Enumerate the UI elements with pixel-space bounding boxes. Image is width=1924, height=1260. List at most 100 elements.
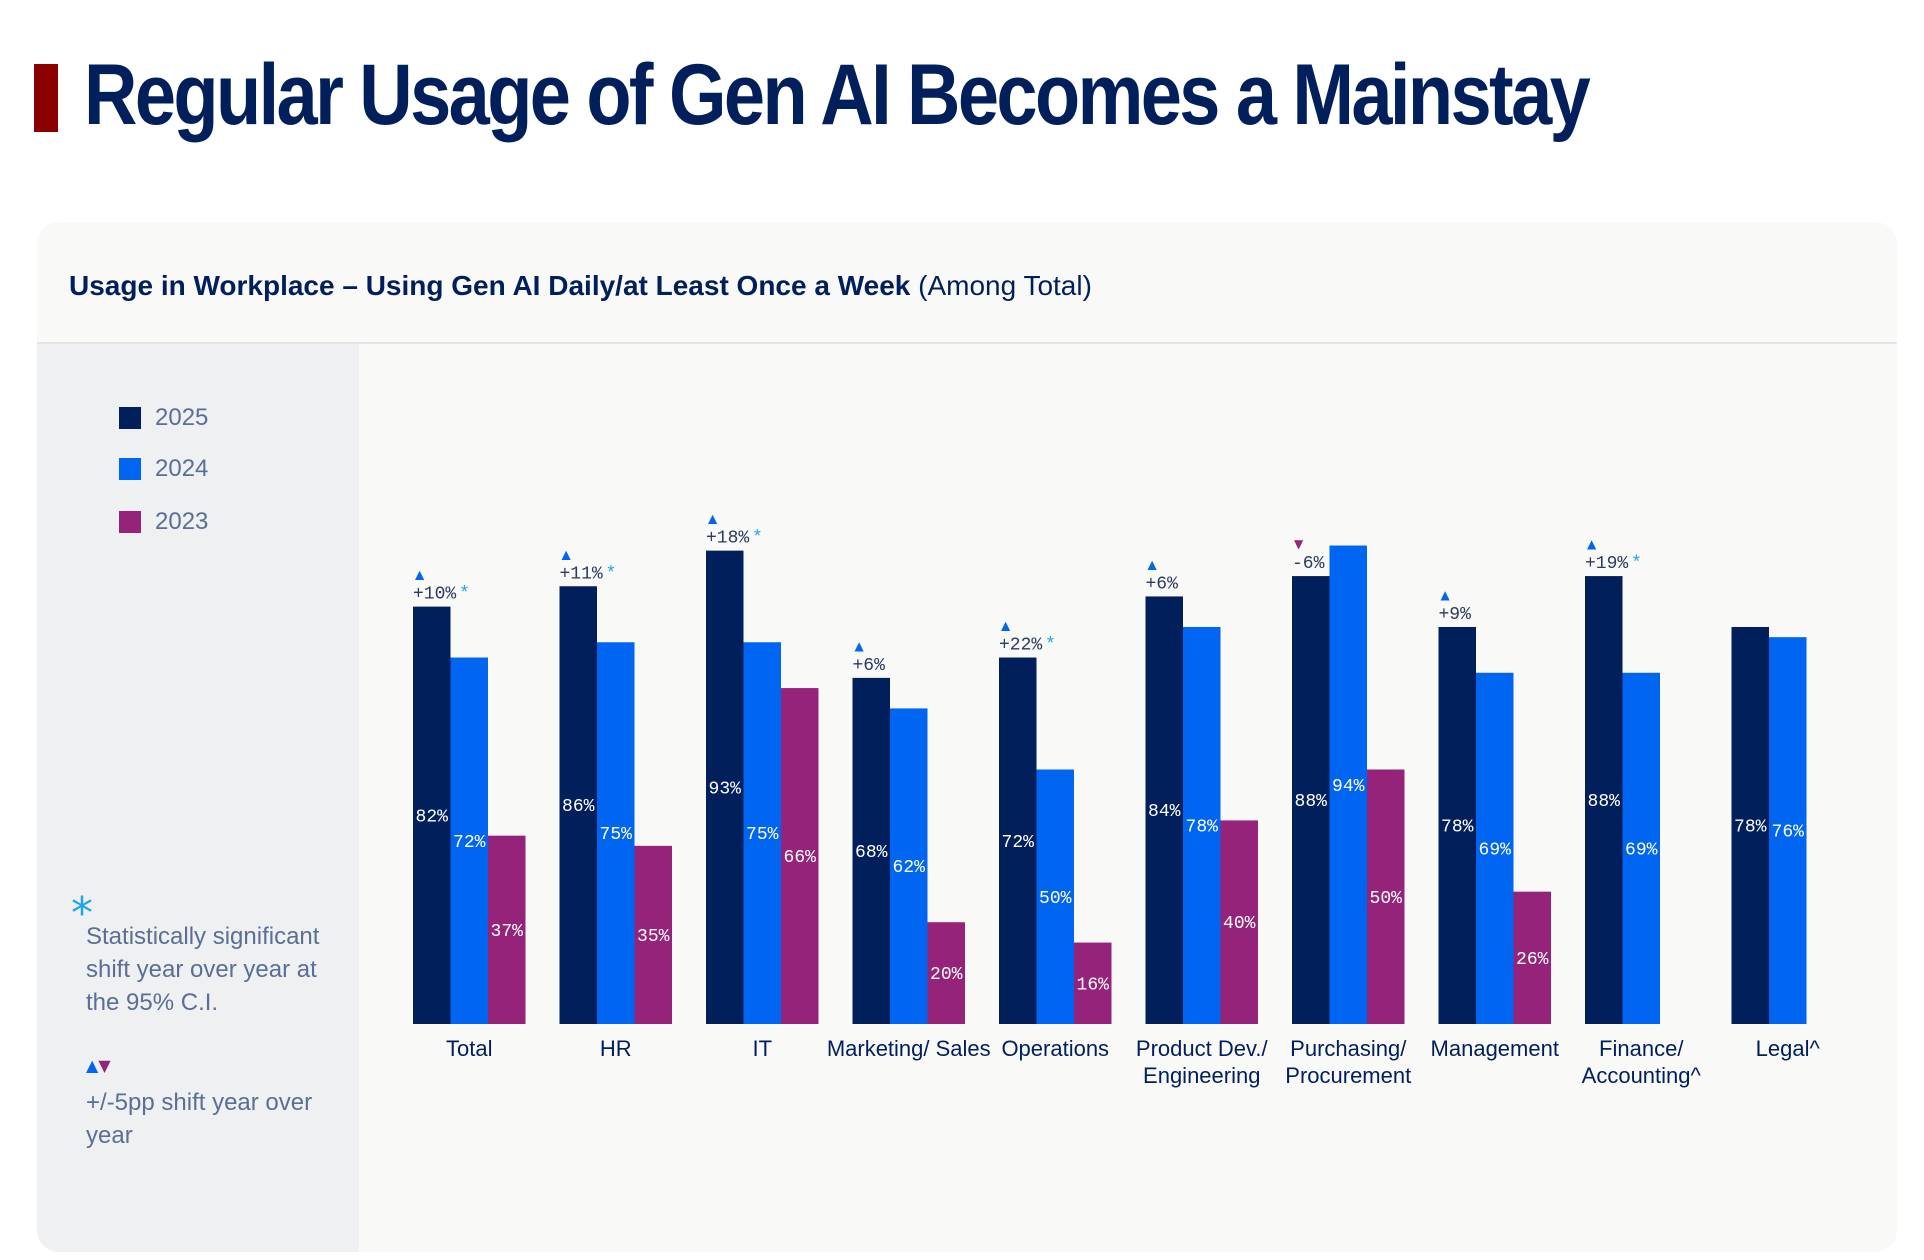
up-triangle-icon: ▲	[86, 1056, 99, 1075]
category-label: Legal^	[1756, 1036, 1821, 1061]
bar-value-label: 62%	[893, 858, 926, 878]
yoy-change-label: +19%	[1585, 554, 1628, 574]
shift-icons: ▲▼	[86, 1056, 111, 1075]
bar-value-label: 69%	[1479, 840, 1512, 860]
bar-2024	[1183, 626, 1221, 1024]
category-label: Product Dev./	[1136, 1036, 1269, 1061]
bar-value-label: 16%	[1077, 975, 1110, 995]
bar-2024	[1476, 672, 1514, 1024]
yoy-change-label: +6%	[1146, 574, 1179, 594]
bar-value-label: 37%	[491, 922, 524, 942]
bar-value-label: 84%	[1148, 802, 1181, 822]
up-triangle-icon: ▲	[708, 512, 718, 526]
legend-swatch-2023	[119, 511, 141, 533]
bar-value-label: 93%	[709, 779, 742, 799]
shift-note: +/-5pp shift year over year	[86, 1089, 313, 1149]
significance-star-icon: *	[752, 529, 763, 549]
yoy-change-label: +9%	[1439, 605, 1472, 625]
down-triangle-icon: ▼	[1294, 537, 1304, 551]
bar-value-label: 82%	[416, 807, 449, 827]
bar-value-label: 75%	[600, 825, 633, 845]
bar-2023	[634, 845, 672, 1024]
bar-2024	[890, 708, 928, 1024]
category-label: Management	[1431, 1036, 1559, 1061]
legend-swatch-2025	[119, 407, 141, 429]
category-label: Procurement	[1285, 1063, 1411, 1088]
significance-star-icon: *	[1631, 554, 1642, 574]
bar-value-label: 66%	[784, 848, 817, 868]
bar-2024	[1329, 545, 1367, 1024]
chart-title: Usage in Workplace – Using Gen AI Daily/…	[69, 270, 1092, 302]
bar-value-label: 50%	[1370, 889, 1403, 909]
bar-value-label: 69%	[1625, 840, 1658, 860]
bar-2024	[743, 642, 781, 1024]
bar-value-label: 72%	[453, 833, 486, 853]
bar-value-label: 78%	[1186, 817, 1219, 837]
chart-title-bold: Usage in Workplace – Using Gen AI Daily/…	[69, 270, 911, 301]
category-label: Finance/	[1599, 1036, 1684, 1061]
bar-2023	[1513, 891, 1551, 1024]
category-label: Purchasing/	[1290, 1036, 1407, 1061]
bar-value-label: 88%	[1295, 792, 1328, 812]
bar-2025	[413, 606, 451, 1024]
yoy-change-label: +10%	[413, 585, 456, 605]
legend-label-2025: 2025	[155, 404, 209, 431]
bar-value-label: 20%	[930, 965, 963, 985]
page-title: Regular Usage of Gen AI Becomes a Mainst…	[84, 47, 1591, 143]
legend-item-2025: 2025	[119, 404, 208, 432]
legend-item-2023: 2023	[119, 508, 208, 536]
bar-value-label: 68%	[855, 843, 888, 863]
category-label: HR	[600, 1036, 632, 1061]
legend-label-2023: 2023	[155, 508, 209, 535]
bar-2025	[559, 586, 597, 1024]
bar-2024	[597, 642, 635, 1024]
bar-2024	[1622, 672, 1660, 1024]
bar-2023	[1367, 769, 1405, 1024]
bar-2025	[852, 677, 890, 1024]
yoy-change-label: +11%	[560, 564, 603, 584]
significance-star-icon: *	[606, 564, 617, 584]
yoy-change-label: +22%	[999, 636, 1042, 656]
legend-swatch-2024	[119, 458, 141, 480]
up-triangle-icon: ▲	[1587, 537, 1597, 551]
bar-2025	[1292, 576, 1330, 1024]
category-label: IT	[752, 1036, 772, 1061]
bar-value-label: 72%	[1002, 833, 1035, 853]
title-accent-bar	[34, 64, 58, 132]
bar-value-label: 26%	[1516, 950, 1549, 970]
bar-2024	[1769, 637, 1807, 1024]
significance-star-icon: *	[1045, 636, 1056, 656]
down-triangle-icon: ▼	[98, 1056, 111, 1075]
bar-value-label: 86%	[562, 797, 595, 817]
bar-2025	[1145, 596, 1183, 1024]
category-label: Total	[446, 1036, 492, 1061]
bar-2025	[1731, 626, 1769, 1024]
up-triangle-icon: ▲	[1148, 557, 1158, 571]
significance-note: Statistically significant shift year ove…	[86, 923, 320, 1016]
category-label: Engineering	[1143, 1063, 1260, 1088]
bar-2025	[1438, 626, 1476, 1024]
chart-card: Usage in Workplace – Using Gen AI Daily/…	[37, 222, 1897, 1252]
bar-value-label: 88%	[1588, 792, 1621, 812]
bar-2023	[927, 922, 965, 1024]
bar-value-label: 75%	[746, 825, 779, 845]
up-triangle-icon: ▲	[415, 568, 425, 582]
yoy-change-label: +18%	[706, 529, 749, 549]
bar-2025	[1585, 576, 1623, 1024]
legend-panel: 2025 2024 2023 * Statistically significa…	[37, 344, 359, 1252]
bar-2023	[488, 835, 526, 1024]
bar-2025	[706, 550, 744, 1024]
bar-value-label: 35%	[637, 927, 670, 947]
bar-value-label: 40%	[1223, 914, 1256, 934]
bar-value-label: 94%	[1332, 777, 1365, 797]
yoy-change-label: +6%	[853, 656, 886, 676]
up-triangle-icon: ▲	[1001, 619, 1011, 633]
bar-value-label: 78%	[1441, 817, 1474, 837]
category-label: Marketing/ Sales	[827, 1036, 991, 1061]
bar-2023	[1220, 820, 1258, 1024]
bar-2023	[781, 688, 819, 1024]
bar-value-label: 76%	[1772, 823, 1805, 843]
card-header: Usage in Workplace – Using Gen AI Daily/…	[37, 222, 1897, 344]
up-triangle-icon: ▲	[855, 639, 865, 653]
bar-chart: 82%72%37%Total+10% *▲86%75%35%HR+11% *▲93%…	[413, 512, 1821, 1088]
